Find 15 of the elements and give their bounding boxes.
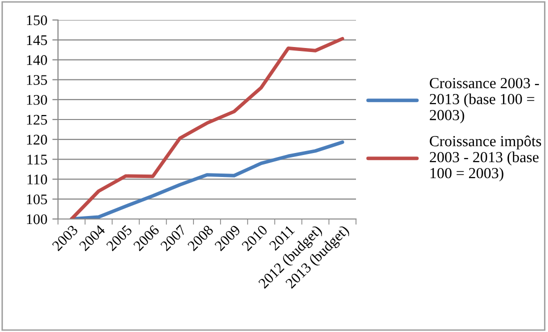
y-tick-label: 105 (26, 194, 48, 204)
y-tick-label: 130 (26, 94, 48, 105)
legend-label: Croissance 2003 - 2013 (base 100 = 2003) (430, 78, 539, 124)
line-series (70, 36, 344, 219)
y-tick-label: 125 (26, 114, 48, 125)
y-tick-label: 150 (26, 15, 48, 26)
y-tick-label: 120 (26, 134, 48, 145)
y-tick-label: 145 (26, 35, 48, 46)
y-tick-label: 100 (26, 214, 48, 224)
line-series (70, 140, 344, 219)
y-tick-label: 110 (28, 174, 48, 184)
y-tick-label: 135 (26, 75, 48, 85)
y-tick-label: 140 (26, 55, 48, 66)
legend-label: Croissance impôts 2003 - 2013 (base 100 = 2003) (430, 136, 542, 182)
y-tick-label: 115 (28, 154, 48, 165)
